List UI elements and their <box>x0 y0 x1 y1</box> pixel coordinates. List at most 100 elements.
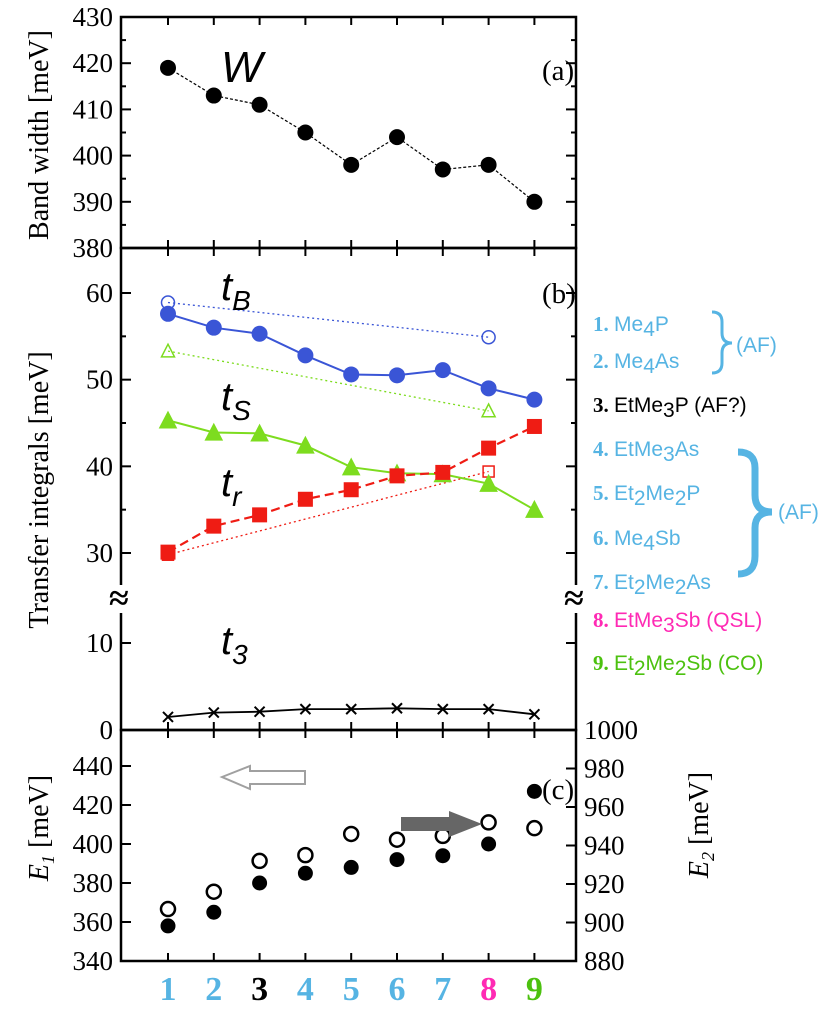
series-label-tr: tr <box>221 461 243 512</box>
ytick-label-b-up-1: 40 <box>86 451 113 481</box>
point-t3-3 <box>253 706 266 718</box>
legend-item-number: 5. <box>593 481 614 505</box>
panel-b-label: (b) <box>542 278 576 310</box>
point-tr-7 <box>435 464 451 480</box>
point-t3-5 <box>345 703 357 715</box>
point-tr-8 <box>481 440 497 456</box>
point-tB-6 <box>389 367 405 384</box>
series-label-tS: tS <box>221 375 251 426</box>
legend-item-part: (QSL) <box>700 609 762 632</box>
ytick-label-b-up-3: 60 <box>86 278 113 308</box>
point-W-3 <box>251 96 268 113</box>
ytick-label-a-380: 380 <box>73 233 114 263</box>
ytick-label-b-low-0: 0 <box>100 715 114 745</box>
xtick-label-8: 8 <box>480 971 497 1008</box>
legend-item-part: P <box>675 394 689 417</box>
ytick-label-b-up-2: 50 <box>86 365 113 395</box>
ytick-label-b-up-0: 30 <box>86 538 113 568</box>
point-W-9 <box>526 193 543 210</box>
legend-item-part: Sb <box>675 609 701 632</box>
ytick-label-c-right-0: 880 <box>584 946 625 976</box>
legend-item-number: 2. <box>593 349 614 373</box>
legend-item-part: As <box>675 438 700 461</box>
legend-item-part: 2 <box>634 487 646 510</box>
legend-item-part: EtMe <box>614 438 663 461</box>
point-W-6 <box>389 129 405 146</box>
point-t3-4 <box>299 703 312 715</box>
point-tr-2 <box>206 518 222 534</box>
brace-large-icon <box>737 448 773 578</box>
ytick-label-a-5: 430 <box>73 2 114 32</box>
ytick-label-c-left-3: 400 <box>73 829 114 859</box>
brace-large-label: (AF) <box>778 501 819 524</box>
point-E1-2 <box>206 904 222 920</box>
ylabel-c-left: E1 [meV] <box>24 775 58 882</box>
point-t3-9 <box>528 708 541 721</box>
legend-item-text-6: 6. Me4Sb <box>593 526 681 555</box>
xtick-label-3: 3 <box>251 971 268 1008</box>
point-W-8 <box>480 156 497 173</box>
point-t3-7 <box>437 703 449 715</box>
legend-item-part: P <box>686 482 700 505</box>
legend-item-part: As <box>655 350 680 373</box>
legend-item-part: Et <box>614 652 634 675</box>
series-label-tS-base: t <box>221 375 234 419</box>
point-tB-1 <box>160 305 176 322</box>
point-tB-3 <box>251 325 268 342</box>
legend-item-text-8: 8. EtMe3Sb (QSL) <box>593 608 762 637</box>
point-E1-3 <box>252 875 268 891</box>
ylabel-c-left-unit: [meV] <box>24 775 55 855</box>
point-E1-8 <box>481 836 497 852</box>
ytick-label-b-low-1: 10 <box>86 628 113 658</box>
ytick-label-c-left-0: 340 <box>73 946 114 976</box>
panel-a-frame <box>119 15 578 250</box>
point-t3-1 <box>162 711 174 723</box>
ylabel-c-right-unit: [meV] <box>684 772 715 852</box>
ytick-label-a-1: 390 <box>73 187 114 217</box>
point-E2-8 <box>480 814 497 831</box>
point-tB-4 <box>297 347 314 364</box>
brace-small-icon <box>711 310 733 375</box>
point-tS-9 <box>525 499 544 518</box>
ylabel-c-left-sub: 1 <box>38 855 58 864</box>
point-tB-7 <box>434 362 451 379</box>
ytick-label-c-left-1: 360 <box>73 907 114 937</box>
ytick-label-c-right-3: 940 <box>584 831 625 861</box>
point-tS-3 <box>250 423 269 442</box>
series-tr-line <box>167 425 535 554</box>
series-label-W: W <box>221 43 266 92</box>
legend-item-part: Me <box>646 571 675 594</box>
xtick-label-1: 1 <box>160 971 177 1008</box>
point-E2-2 <box>205 883 223 900</box>
point-E2-5 <box>342 825 360 843</box>
ytick-label-c-left-4: 420 <box>73 790 114 820</box>
point-tr-6 <box>389 468 405 484</box>
legend-item-text-2: 2. Me4As <box>593 349 679 378</box>
chart-marks <box>158 59 544 934</box>
point-tr-3 <box>252 507 268 523</box>
legend-item-number: 1. <box>593 312 614 336</box>
ref-point-tB-8 <box>481 329 496 345</box>
point-E2-9 <box>526 819 543 837</box>
point-E1-5 <box>343 859 359 875</box>
series-label-tB-sub: B <box>232 285 251 316</box>
ref-point-tS-1 <box>160 342 176 358</box>
legend-item-number: 7. <box>593 570 614 594</box>
axis-break-left: ≈ <box>109 578 129 618</box>
panel-c-frame <box>119 728 578 963</box>
ylabel-c-right-base: E <box>684 861 715 879</box>
point-tS-1 <box>158 410 178 429</box>
ylabel-b: Transfer integrals [meV] <box>24 351 55 628</box>
point-W-2 <box>205 87 222 104</box>
point-tS-8 <box>479 473 498 492</box>
ylabel-c-right-sub: 2 <box>698 852 718 861</box>
legend-item-part: 2 <box>675 487 687 510</box>
legend-item-part: Me <box>614 350 643 373</box>
xtick-label-4: 4 <box>297 971 314 1008</box>
point-tB-2 <box>205 319 222 336</box>
legend-item-text-9: 9. Et2Me2Sb (CO) <box>593 651 763 680</box>
legend-item-part: 2 <box>634 657 646 680</box>
point-tB-5 <box>343 366 360 383</box>
